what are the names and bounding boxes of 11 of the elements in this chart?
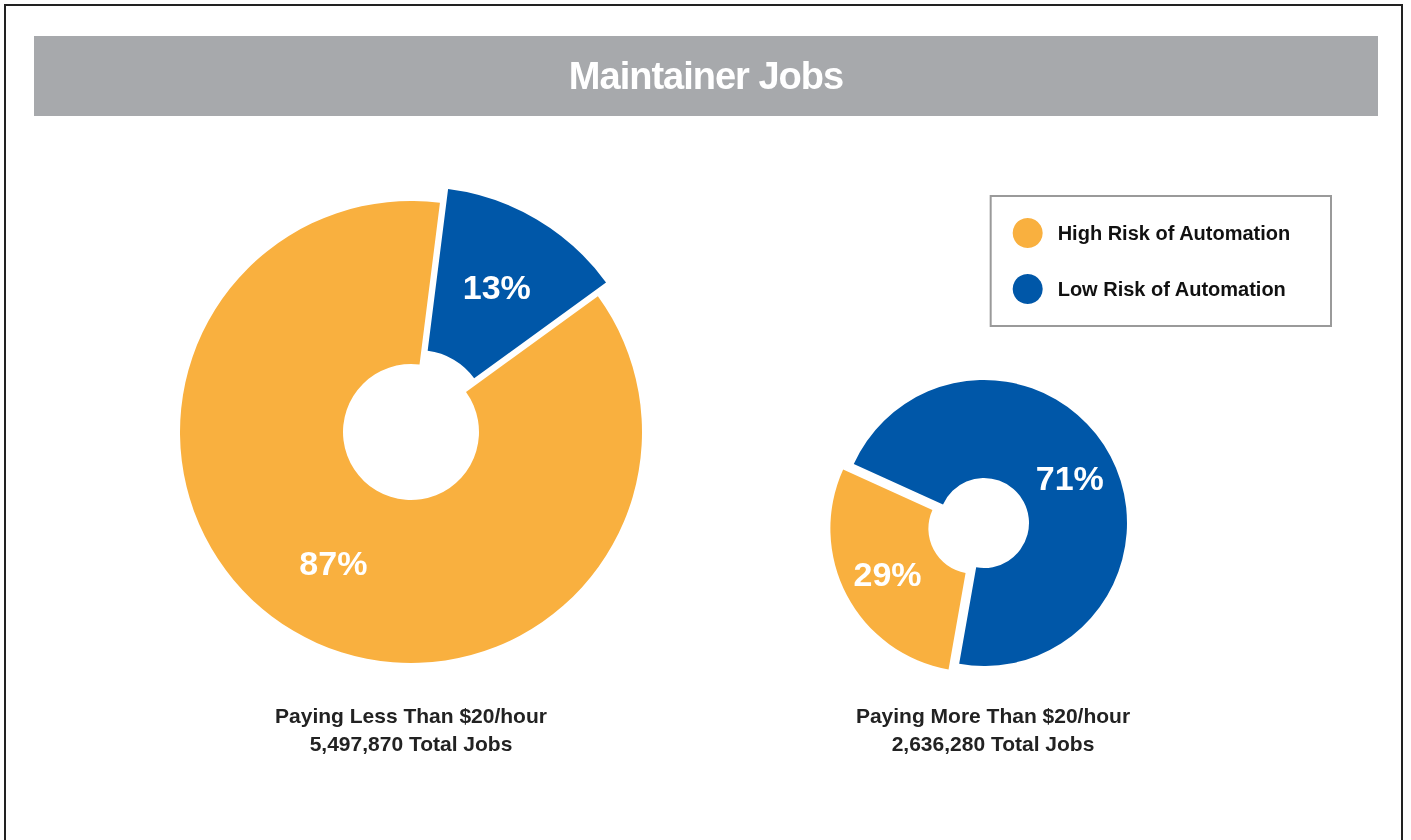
text: Paying Less Than $20/hour: [274, 703, 548, 729]
data-label: 87%: [299, 544, 368, 583]
text: 5,497,870 Total Jobs: [308, 731, 514, 757]
legend-label: High Risk of Automation: [1057, 222, 1291, 244]
data-label: 29%: [853, 554, 922, 593]
data-label: 71%: [1035, 458, 1104, 497]
data-label: 13%: [462, 267, 531, 306]
text: 2,636,280 Total Jobs: [890, 731, 1096, 757]
text: Paying More Than $20/hour: [854, 703, 1132, 729]
chart-title: Maintainer Jobs: [34, 36, 1378, 116]
legend-label: Low Risk of Automation: [1057, 278, 1286, 300]
